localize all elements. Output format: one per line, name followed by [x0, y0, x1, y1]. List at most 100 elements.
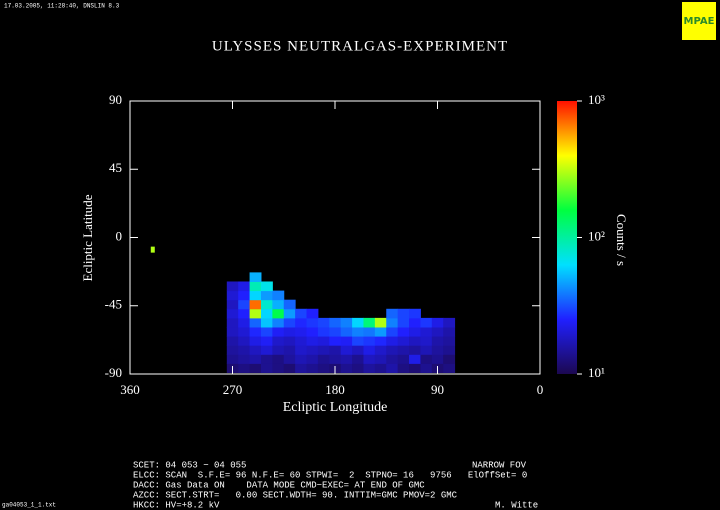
- heat-cell: [443, 336, 456, 346]
- fov: NARROW FOV: [472, 460, 527, 470]
- heat-cell: [397, 354, 410, 364]
- heat-cell: [249, 308, 262, 319]
- isolated-cell: [150, 246, 155, 253]
- heat-cell: [283, 336, 296, 346]
- y-axis-label: Ecliptic Latitude: [80, 194, 95, 281]
- y-tick-label: 0: [116, 228, 123, 243]
- colorbar-tick-label: 10³: [588, 92, 605, 107]
- heat-cell: [249, 354, 262, 364]
- heat-cell: [249, 299, 262, 310]
- heat-cell: [238, 326, 251, 337]
- heat-cell: [397, 336, 410, 346]
- heat-cell: [295, 326, 308, 337]
- heat-cell: [306, 363, 319, 373]
- heat-cell: [431, 345, 444, 355]
- heat-cell: [295, 308, 308, 319]
- plot: [150, 246, 456, 373]
- heat-cell: [431, 336, 444, 346]
- heat-cell: [238, 290, 251, 301]
- heat-cell: [443, 354, 456, 364]
- heat-cell: [272, 354, 285, 364]
- heat-cell: [238, 317, 251, 328]
- heat-cell: [443, 317, 456, 328]
- heat-cell: [272, 299, 285, 310]
- heat-cell: [374, 336, 387, 346]
- colorbar-label: Counts / s: [614, 214, 629, 266]
- heat-cell: [238, 354, 251, 364]
- logo: MPAE: [684, 16, 715, 27]
- heat-cell: [295, 363, 308, 373]
- heat-cell: [283, 308, 296, 319]
- heat-cell: [306, 308, 319, 319]
- chart-title: ULYSSES NEUTRALGAS-EXPERIMENT: [212, 38, 508, 54]
- heat-cell: [386, 317, 399, 328]
- heat-cell: [226, 290, 239, 301]
- heat-cell: [238, 281, 251, 292]
- dacc: DACC: Gas Data ON DATA MODE CMD−EXEC= AT…: [133, 480, 425, 490]
- scet: SCET: 04 053 − 04 055: [133, 460, 246, 470]
- heat-cell: [397, 326, 410, 337]
- heat-cell: [249, 317, 262, 328]
- colorbar: [557, 101, 577, 374]
- author: M. Witte: [495, 500, 538, 510]
- y-tick-label: -90: [105, 365, 122, 380]
- heat-cell: [260, 345, 273, 355]
- heat-cell: [226, 354, 239, 364]
- heat-cell: [249, 326, 262, 337]
- heat-cell: [249, 290, 262, 301]
- heat-cell: [374, 363, 387, 373]
- heat-cell: [420, 345, 433, 355]
- heat-cell: [317, 326, 330, 337]
- heat-cell: [386, 308, 399, 319]
- heat-cell: [260, 290, 273, 301]
- heat-cell: [306, 345, 319, 355]
- stamp: 17.03.2005, 11:28:40, DNSLIN 8.3: [4, 3, 120, 10]
- heat-cell: [329, 336, 342, 346]
- heat-cell: [443, 363, 456, 373]
- heat-cell: [386, 326, 399, 337]
- heat-cell: [352, 345, 364, 355]
- heat-cell: [352, 317, 364, 328]
- heat-cell: [238, 299, 251, 310]
- heat-cell: [363, 336, 376, 346]
- heat-cell: [260, 281, 273, 292]
- x-tick-label: 360: [120, 382, 140, 397]
- heat-cell: [431, 354, 444, 364]
- heat-cell: [317, 345, 330, 355]
- heat-cell: [249, 363, 262, 373]
- heat-cell: [352, 326, 364, 337]
- heat-cell: [272, 290, 285, 301]
- file-name: ga04053_1_1.txt: [2, 502, 56, 509]
- heat-cell: [397, 317, 410, 328]
- heat-cell: [306, 354, 319, 364]
- heat-cell: [306, 326, 319, 337]
- heat-cell: [283, 345, 296, 355]
- heat-cell: [420, 336, 433, 346]
- heat-cell: [226, 345, 239, 355]
- heat-cell: [431, 326, 444, 337]
- y-tick-label: 45: [109, 160, 122, 175]
- heat-cell: [249, 336, 262, 346]
- heat-cell: [386, 363, 399, 373]
- heat-cell: [329, 326, 342, 337]
- heat-cell: [363, 363, 376, 373]
- heat-cell: [409, 354, 421, 364]
- heat-cell: [226, 308, 239, 319]
- heat-cell: [329, 354, 342, 364]
- heat-cell: [409, 345, 421, 355]
- heat-cell: [386, 345, 399, 355]
- heat-cell: [374, 317, 387, 328]
- colorbar-tick-label: 10²: [588, 228, 605, 243]
- heat-cell: [272, 363, 285, 373]
- heat-cell: [317, 363, 330, 373]
- heat-cell: [283, 317, 296, 328]
- heat-cell: [431, 317, 444, 328]
- x-tick-label: 180: [325, 382, 345, 397]
- heat-cell: [272, 317, 285, 328]
- heat-cell: [352, 363, 364, 373]
- heat-cell: [340, 345, 353, 355]
- x-tick-label: 90: [431, 382, 444, 397]
- heat-cell: [283, 299, 296, 310]
- heat-cell: [226, 336, 239, 346]
- heat-cell: [317, 336, 330, 346]
